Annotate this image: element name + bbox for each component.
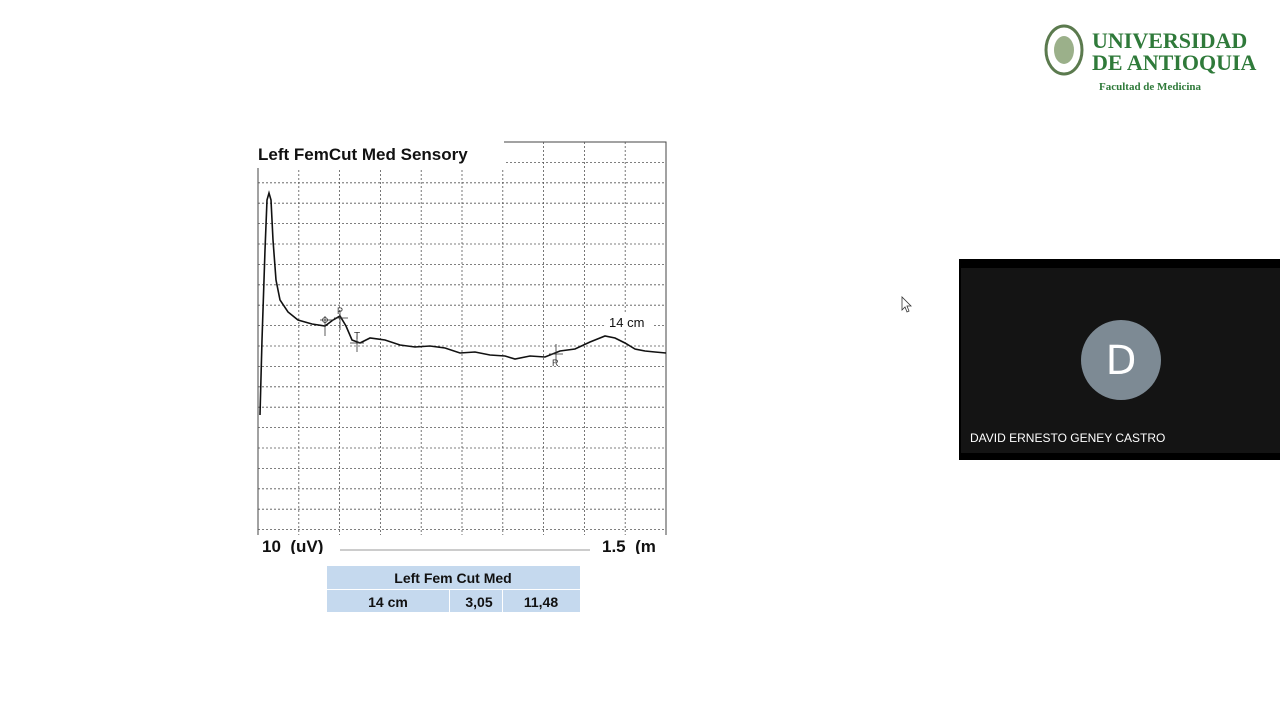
participant-tile[interactable]: D DAVID ERNESTO GENEY CASTRO bbox=[959, 259, 1280, 460]
logo-line2: DE ANTIOQUIA bbox=[1092, 50, 1257, 75]
y-scale-label: 10 (uV) bbox=[262, 537, 323, 556]
logo: UNIVERSIDAD DE ANTIOQUIA Facultad de Med… bbox=[1044, 24, 1257, 93]
logo-subtitle: Facultad de Medicina bbox=[1099, 81, 1202, 93]
marker-label: T bbox=[354, 331, 360, 342]
table-cell-text: 11,48 bbox=[524, 594, 558, 610]
trace-annotation: 14 cm bbox=[609, 315, 644, 330]
mouse-cursor bbox=[901, 296, 912, 313]
logo-emblem bbox=[1044, 24, 1084, 76]
marker-label: R bbox=[552, 358, 559, 368]
table-cell bbox=[450, 590, 502, 612]
trace-title: Left FemCut Med Sensory bbox=[258, 145, 468, 164]
trace-panel: Left FemCut Med Sensory P T R 14 cm 10 (… bbox=[256, 140, 668, 556]
results-table: Left Fem Cut Med 14 cm 3,05 11,48 bbox=[327, 566, 580, 612]
scale-clip: 10 (uV) 1.5 (m bbox=[262, 537, 656, 556]
avatar bbox=[1081, 320, 1161, 400]
waveform bbox=[259, 190, 667, 416]
marker-label: P bbox=[337, 306, 343, 316]
trace-grid bbox=[258, 142, 666, 550]
participant-name: DAVID ERNESTO GENEY CASTRO bbox=[970, 431, 1165, 445]
avatar-initial: D bbox=[1106, 338, 1137, 384]
x-scale-label: 1.5 (m bbox=[602, 537, 656, 556]
table-cell-text: 14 cm bbox=[368, 594, 408, 610]
table-header-cell bbox=[327, 566, 580, 589]
title-backdrop bbox=[256, 140, 504, 168]
cursors bbox=[320, 310, 563, 362]
logo-line1: UNIVERSIDAD bbox=[1092, 28, 1247, 53]
logo-emblem-core bbox=[1054, 36, 1074, 64]
table-cell bbox=[503, 590, 580, 612]
table-cell bbox=[327, 590, 449, 612]
table-header: Left Fem Cut Med bbox=[394, 570, 511, 586]
table-cell-text: 3,05 bbox=[465, 594, 492, 610]
annotation-backdrop bbox=[606, 314, 652, 330]
